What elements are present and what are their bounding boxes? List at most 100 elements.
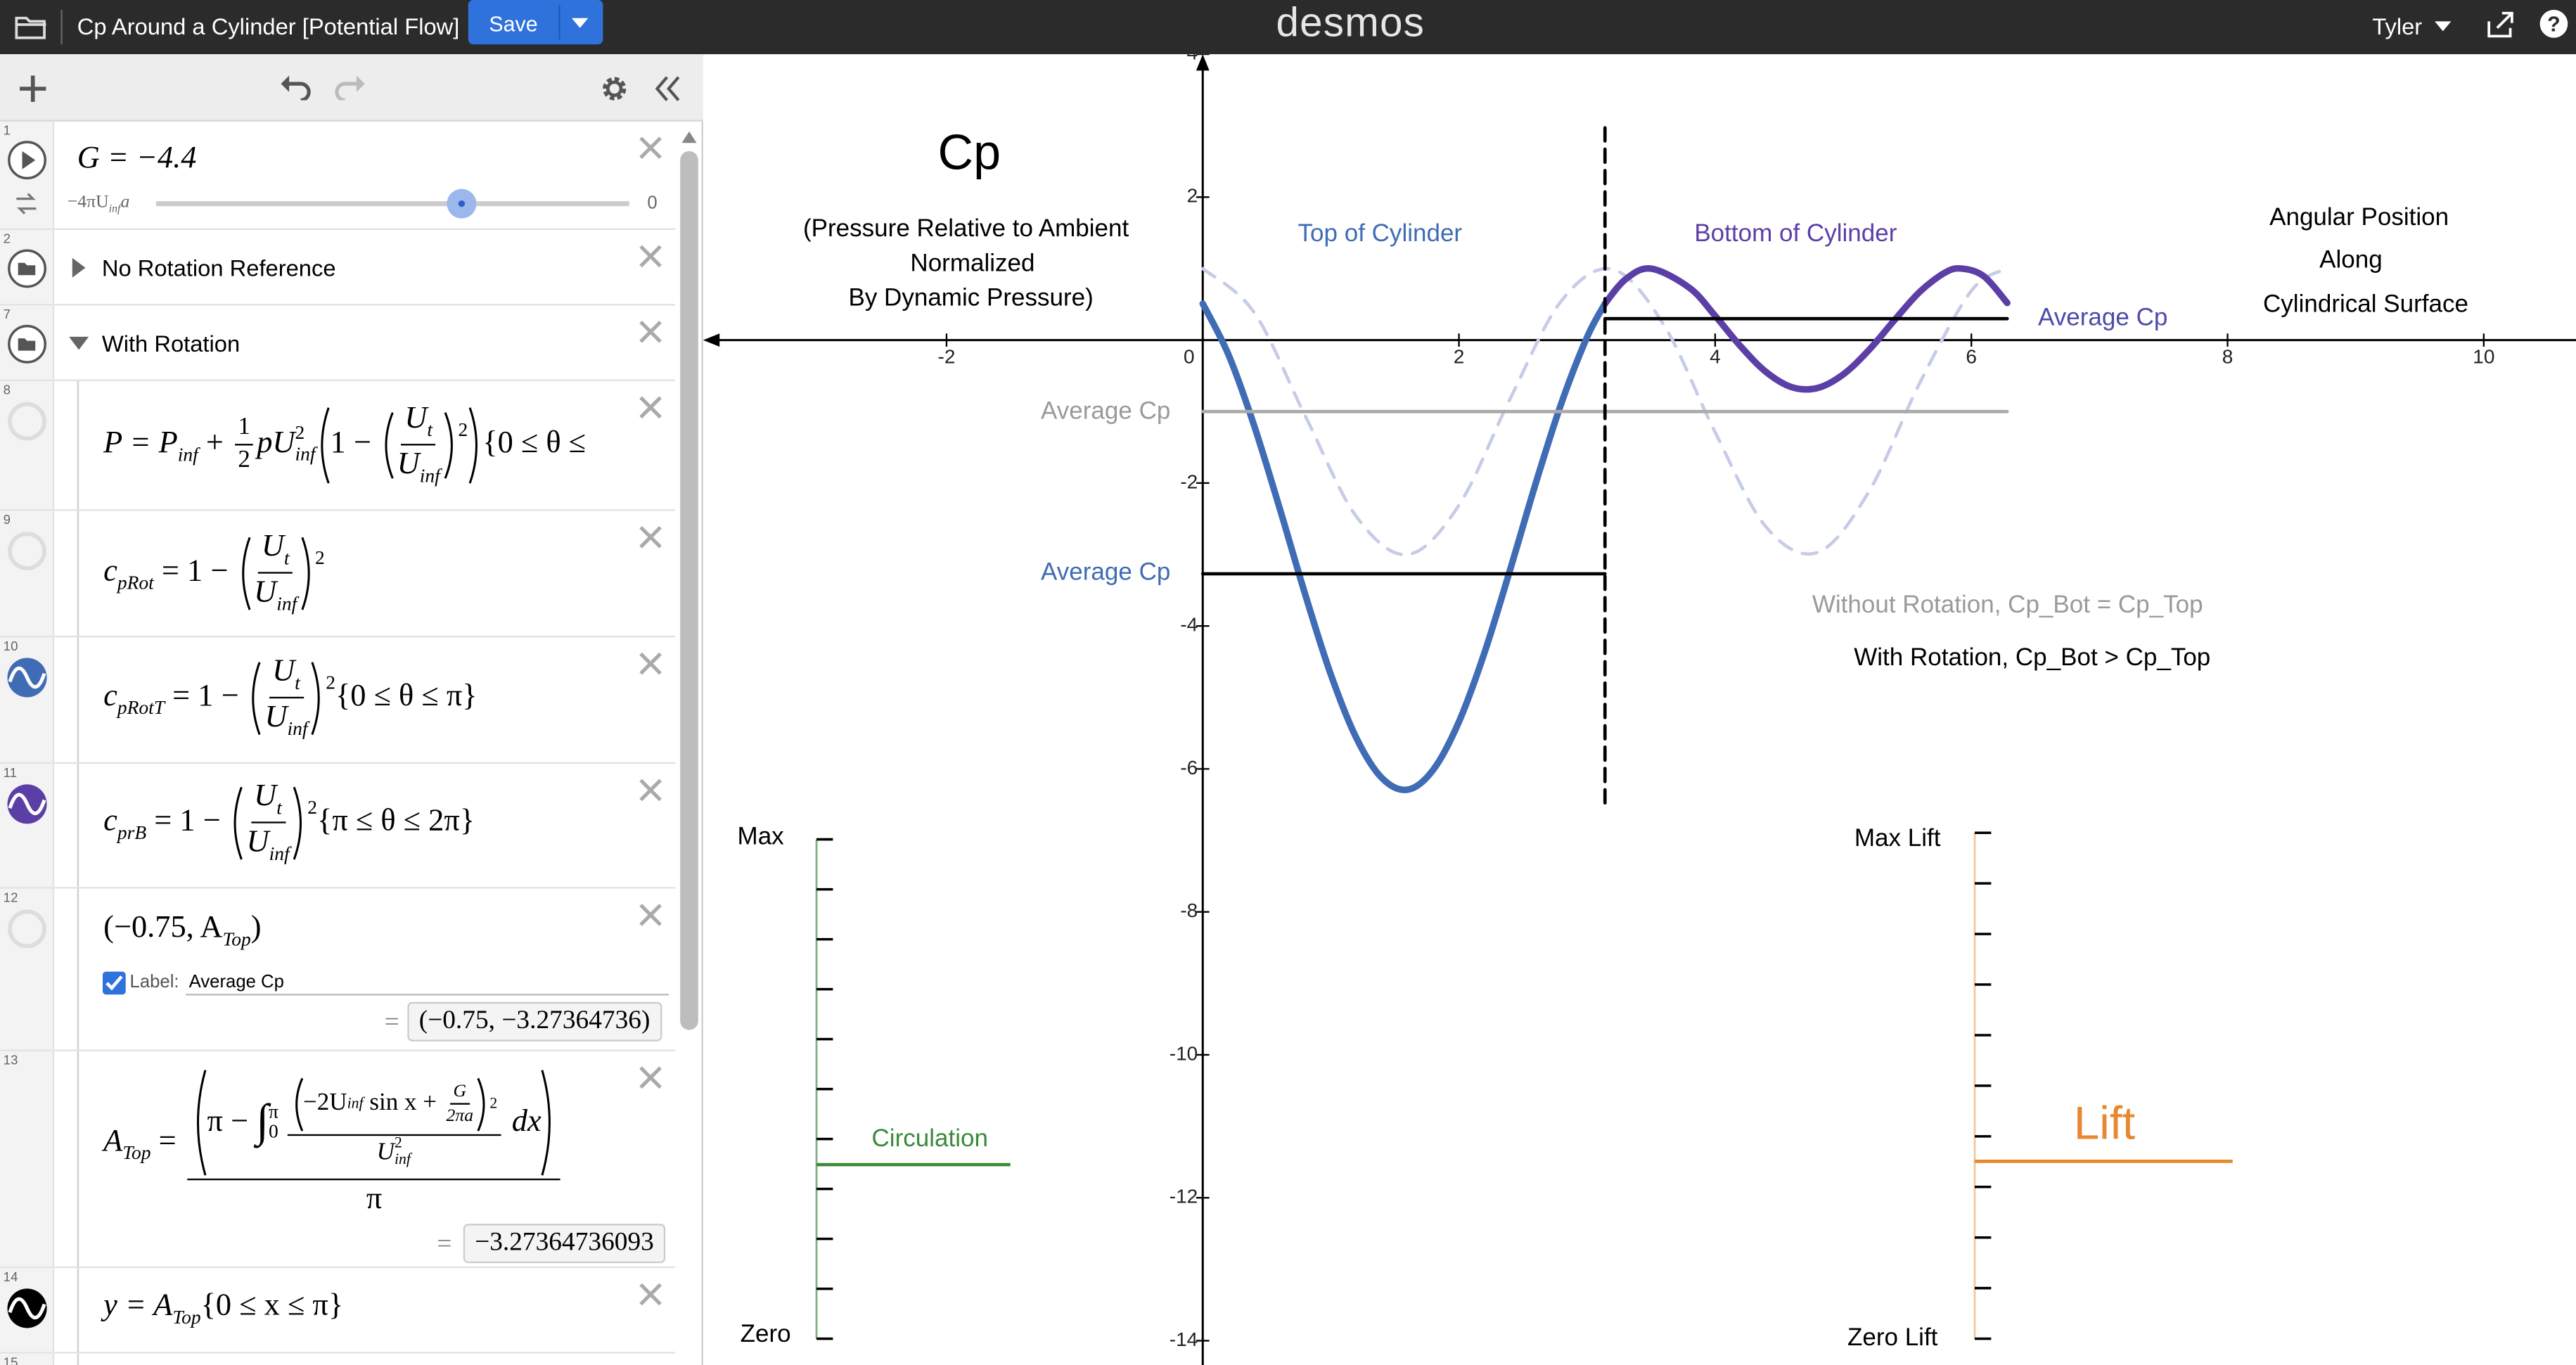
math-token: = 1 − [153,553,236,589]
math-token: 1 [3,123,11,139]
y-tick-label: -14 [1170,1328,1198,1350]
decoration [639,904,662,926]
math-token: U [246,825,269,860]
decoration [312,661,321,735]
add-button[interactable] [18,74,48,103]
delete-button[interactable] [637,777,663,803]
delete-button[interactable] [637,651,663,677]
math-token: c [103,804,117,839]
user-menu[interactable]: Tyler [2372,13,2423,40]
math-token: pRotT [117,697,165,719]
decoration [197,1070,207,1176]
x-tick-label: 4 [1710,346,1721,368]
user-caret[interactable] [2433,20,2453,33]
help-button[interactable]: ? [2539,10,2568,38]
decoration [300,537,310,610]
math-token: −2U [303,1090,347,1117]
delete-button[interactable] [637,902,663,928]
decoration [1974,831,1992,1340]
decoration [295,1077,303,1132]
decoration [468,406,478,484]
expression-row[interactable]: 8 P = Pinf + 1 2 pU 2 inf 1 − Ut Uinf 2 {0 ≤ θ ≤ [0,380,676,511]
decoration: 2 inf [295,423,316,466]
graph-paper[interactable]: Cp (Pressure Relative to Ambient Normali… [703,54,2576,1365]
delete-button[interactable] [637,395,663,421]
decoration [18,262,36,276]
decoration [639,320,662,343]
annotation: With Rotation, Cp_Bot > Cp_Top [1854,643,2210,671]
delete-button[interactable] [637,319,663,345]
collapse-button[interactable] [654,74,684,103]
decoration [8,1297,46,1320]
expression-row[interactable]: 9 cpRot = 1 − Ut Uinf 2 [0,511,676,638]
expression-row[interactable]: 13 ATop = π − ∫ π 0 −2U inf sin x + G 2πa 2 U 2 i… [0,1051,676,1269]
delete-button[interactable] [637,135,663,161]
save-menu[interactable] [570,16,590,30]
open-icon[interactable] [15,13,48,39]
delete-button[interactable] [637,1065,663,1091]
curve-icon [7,784,47,824]
delete-button[interactable] [637,1281,663,1307]
math-token: 2 [314,547,325,570]
math-token: 12 [3,890,18,905]
math-token: U [404,401,428,436]
decoration [335,82,360,101]
math-token: 2 [394,1135,402,1152]
math-token: 1 − [330,425,379,461]
annotation: Cylindrical Surface [2263,290,2468,318]
decoration [356,75,365,92]
collapse-toggle[interactable] [68,335,91,351]
decoration: 8 [0,380,55,510]
decoration [321,406,330,484]
label-input[interactable]: Average Cp [185,973,669,996]
annotation: Along [2319,246,2383,274]
delete-button[interactable] [637,243,663,269]
expand-toggle[interactable] [70,256,86,279]
decoration [252,661,261,735]
decoration [2435,21,2452,32]
slider[interactable] [148,187,641,220]
expression-row[interactable]: 11 cprB = 1 − Ut Uinf 2{π ≤ θ ≤ 2π} [0,764,676,889]
scrollbar-thumb[interactable] [680,150,698,1030]
expression-row[interactable]: 15 [0,1353,675,1365]
decoration: Uinf [246,824,289,866]
curve-icon [7,1288,47,1328]
scroll-up[interactable] [679,125,700,148]
play-icon[interactable] [6,140,47,181]
folder-row[interactable]: 7 With Rotation [0,305,676,381]
decoration [295,1077,303,1132]
loop-icon[interactable] [15,192,38,215]
expression-row[interactable]: 10 cpRotT = 1 − Ut Uinf 2{0 ≤ θ ≤ π} [0,637,676,764]
folder-row[interactable]: 2 No Rotation Reference [0,230,676,306]
save-button[interactable]: Save [468,0,603,45]
redo-button[interactable] [333,74,366,101]
decoration: 9 [0,511,55,636]
decoration: Ut [250,779,286,824]
decoration [22,150,36,169]
decoration [681,131,697,143]
decoration [69,336,89,350]
brand[interactable]: desmos [1276,0,1425,46]
graph-title[interactable]: Cp Around a Cylinder [Potential Flow] [77,13,460,40]
share-icon[interactable] [2486,10,2516,39]
label-checkbox[interactable] [102,970,127,995]
expression-row[interactable]: 1 G = −4.4 −4πUinfa 0 [0,121,676,231]
x-tick-label: 0 [1184,346,1195,368]
decoration: 12 [0,888,55,1050]
decoration [639,652,662,675]
settings-button[interactable] [600,74,629,103]
undo-button[interactable] [279,74,312,101]
decoration [542,1070,551,1176]
slider-thumb[interactable] [458,200,466,207]
math-token: inf [276,594,297,616]
math-token: = [384,1008,399,1037]
decoration: π − ∫ π 0 −2U inf sin x + G 2πa 2 U 2 inf dx π [187,1068,561,1218]
delete-button[interactable] [637,524,663,550]
gauge-label: Max [738,822,785,850]
decoration [77,380,79,510]
math-token: a [120,192,130,212]
decoration: 11 [0,764,55,887]
expression-row[interactable]: 14 y = ATop{0 ≤ x ≤ π} [0,1268,676,1354]
math-token: inf [177,444,198,466]
expression-row[interactable]: 12 (−0.75, ATop) Label: Average Cp = (−0… [0,888,676,1051]
